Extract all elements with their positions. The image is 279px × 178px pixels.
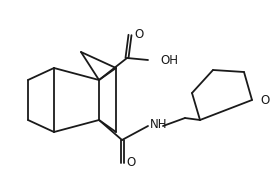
Text: OH: OH	[160, 54, 178, 67]
Text: O: O	[126, 156, 135, 169]
Text: O: O	[134, 28, 143, 41]
Text: O: O	[260, 93, 269, 106]
Text: NH: NH	[150, 117, 167, 130]
